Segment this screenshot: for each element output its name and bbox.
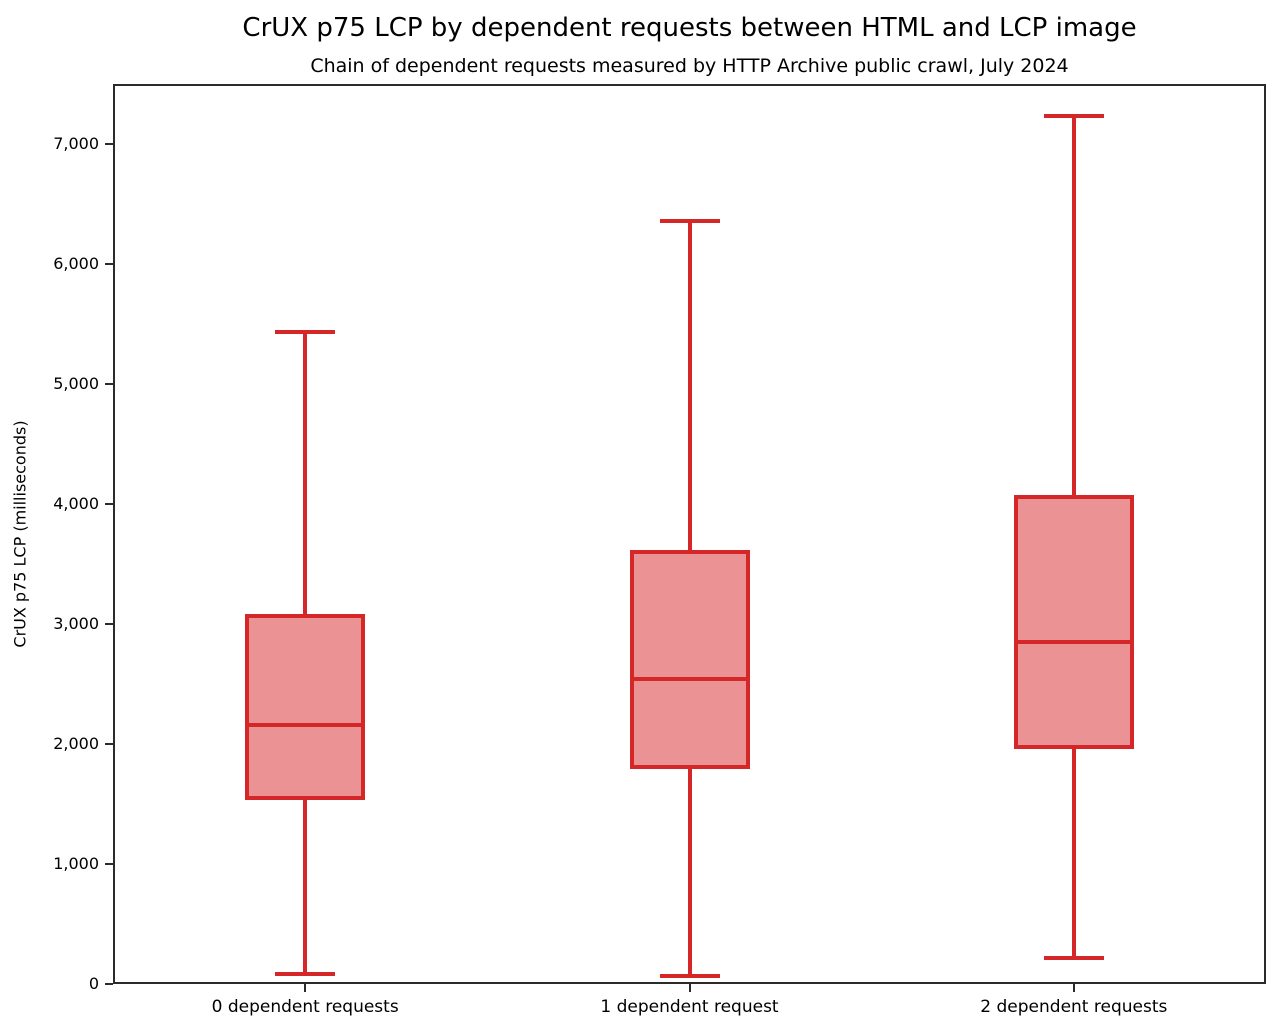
- y-tick-label: 1,000: [53, 854, 99, 873]
- x-tick: [688, 984, 691, 992]
- whisker-cap-upper: [659, 219, 720, 224]
- whisker-cap-upper: [1043, 114, 1104, 119]
- median-line: [1013, 640, 1134, 644]
- y-tick: [105, 623, 113, 625]
- y-tick: [105, 983, 113, 985]
- y-tick-label: 4,000: [53, 494, 99, 513]
- y-tick-label: 7,000: [53, 134, 99, 153]
- whisker-upper: [303, 332, 308, 614]
- x-tick-label: 2 dependent requests: [980, 997, 1168, 1017]
- y-tick-label: 6,000: [53, 254, 99, 273]
- median-line: [629, 677, 750, 682]
- y-tick-label: 0: [88, 974, 99, 993]
- whisker-lower: [687, 768, 692, 977]
- y-tick: [105, 263, 113, 265]
- y-tick-label: 3,000: [53, 614, 99, 633]
- whisker-upper: [1071, 116, 1076, 495]
- y-tick: [105, 863, 113, 865]
- y-tick: [105, 743, 113, 745]
- x-tick: [1072, 984, 1075, 992]
- box-iqr: [1013, 495, 1134, 750]
- y-tick-label: 2,000: [53, 734, 99, 753]
- chart-subtitle: Chain of dependent requests measured by …: [310, 55, 1069, 77]
- x-tick-label: 1 dependent request: [600, 997, 779, 1017]
- whisker-lower: [303, 800, 308, 975]
- whisker-cap-lower: [659, 974, 720, 979]
- box-iqr: [629, 549, 750, 769]
- whisker-lower: [1071, 749, 1076, 959]
- y-tick: [105, 143, 113, 145]
- x-tick: [304, 984, 307, 992]
- chart-title: CrUX p75 LCP by dependent requests betwe…: [242, 13, 1137, 43]
- y-tick: [105, 503, 113, 505]
- y-tick: [105, 383, 113, 385]
- x-tick-label: 0 dependent requests: [211, 997, 399, 1017]
- whisker-cap-upper: [275, 330, 336, 335]
- box-iqr: [245, 613, 366, 801]
- whisker-cap-lower: [1043, 956, 1104, 961]
- y-tick-label: 5,000: [53, 374, 99, 393]
- whisker-upper: [687, 221, 692, 550]
- median-line: [245, 722, 366, 727]
- whisker-cap-lower: [275, 972, 336, 977]
